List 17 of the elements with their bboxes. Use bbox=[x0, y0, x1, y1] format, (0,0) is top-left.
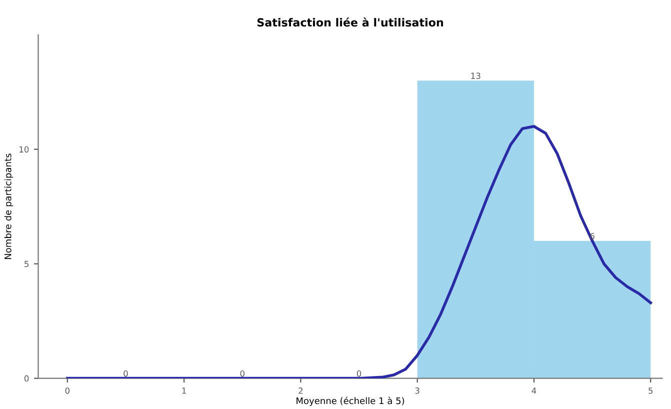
x-tick-label: 5 bbox=[648, 388, 653, 394]
data-label: 0 bbox=[240, 370, 244, 377]
y-tick-label: 10 bbox=[20, 146, 29, 153]
y-axis-title: Nombre de participants bbox=[4, 154, 14, 259]
x-tick-label: 3 bbox=[415, 388, 420, 394]
x-tick-label: 4 bbox=[532, 388, 536, 394]
x-tick-label: 2 bbox=[298, 388, 303, 394]
line-series bbox=[66, 124, 652, 378]
y-tick-label: 5 bbox=[24, 260, 28, 268]
data-label: 13 bbox=[471, 72, 480, 79]
x-axis-title: Moyenne (échelle 1 à 5) bbox=[296, 396, 404, 406]
x-tick-label: 1 bbox=[182, 388, 186, 394]
chart-title: Satisfaction liée à l'utilisation bbox=[257, 18, 444, 27]
data-label: 0 bbox=[356, 370, 362, 377]
data-label: 0 bbox=[124, 370, 128, 377]
x-tick-label: 0 bbox=[65, 388, 70, 394]
y-tick-label: 0 bbox=[24, 375, 29, 382]
